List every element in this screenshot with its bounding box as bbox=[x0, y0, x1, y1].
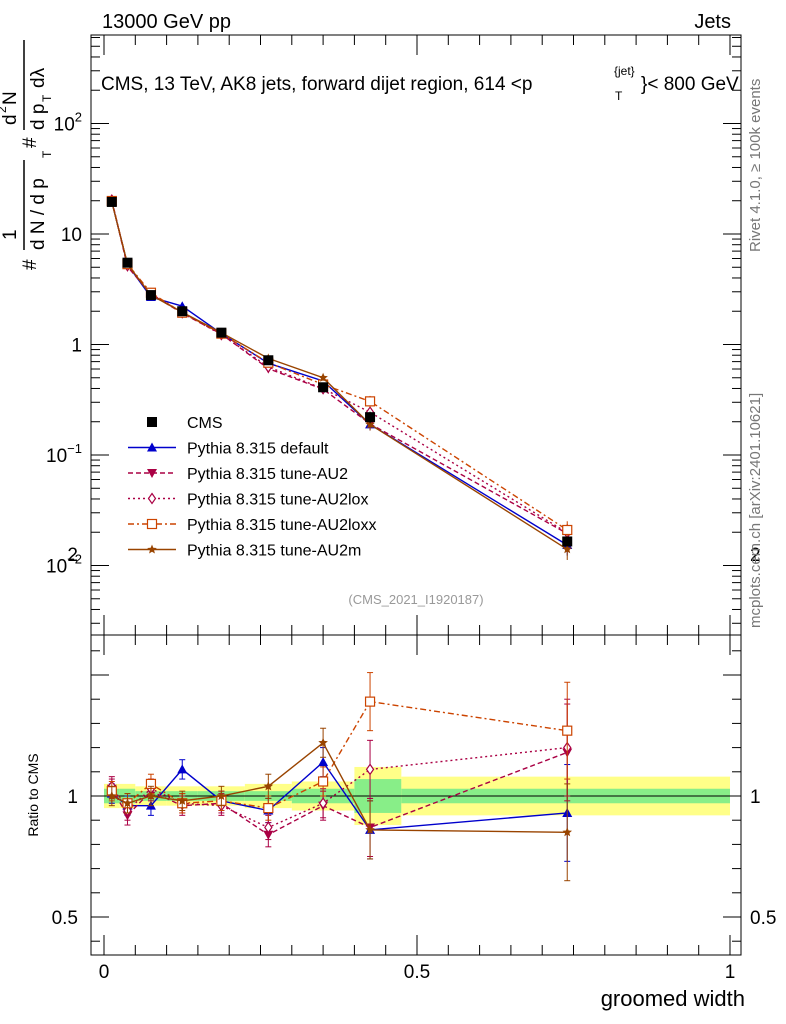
ratio-tick-label-right: 1 bbox=[750, 787, 761, 808]
y-label-hash1: # bbox=[20, 259, 41, 270]
ratio-point bbox=[562, 725, 573, 736]
cms-data-point bbox=[106, 196, 117, 207]
main-point bbox=[364, 396, 376, 407]
y-tick-label: 10 bbox=[61, 225, 82, 246]
y-tick-label: 1 bbox=[71, 336, 82, 357]
ratio-tick-label: 1 bbox=[67, 787, 78, 808]
cms-data-point bbox=[263, 355, 274, 366]
y-axis-label: # 1 d N / d p T # d 2 N d p T dλ bbox=[0, 40, 54, 270]
y-label-num2-sup: 2 bbox=[0, 106, 9, 113]
ratio-point bbox=[318, 776, 329, 787]
cms-data-point bbox=[216, 327, 227, 338]
plot-title: CMS, 13 TeV, AK8 jets, forward dijet reg… bbox=[101, 64, 739, 103]
ratio-point bbox=[177, 795, 187, 805]
header-category: Jets bbox=[694, 11, 731, 33]
y-label-den2-sub: T bbox=[40, 94, 54, 102]
ratio-axis-label: Ratio to CMS bbox=[25, 753, 41, 836]
y-label-hash2: # bbox=[20, 137, 41, 148]
legend-label: Pythia 8.315 tune-AU2m bbox=[187, 543, 361, 560]
cms-data-point bbox=[145, 290, 156, 301]
ratio-point bbox=[263, 781, 274, 791]
y-label-den1-sub: T bbox=[40, 150, 54, 158]
cms-data-point bbox=[365, 412, 376, 423]
x-tick-label: 1 bbox=[725, 962, 736, 983]
ratio-series-group bbox=[106, 672, 573, 882]
plot-title-tail: }< 800 GeV bbox=[641, 74, 739, 95]
ratio-tick-label-right: 2 bbox=[750, 545, 761, 566]
ratio-point bbox=[318, 757, 329, 767]
mcplots-citation-text: mcplots.cern.ch [arXiv:2401.10621] bbox=[747, 393, 764, 628]
cms-data-point bbox=[177, 306, 188, 317]
analysis-tag: (CMS_2021_I1920187) bbox=[348, 592, 483, 607]
y-tick-label: 102 bbox=[54, 110, 82, 136]
y-label-num2a: d bbox=[0, 114, 21, 125]
x-axis-label: groomed width bbox=[601, 986, 745, 1011]
plot-title-sub: T bbox=[615, 89, 623, 103]
y-label-num2b: N bbox=[0, 91, 21, 105]
cms-data-point bbox=[122, 257, 133, 268]
ratio-point bbox=[216, 791, 227, 800]
plot-title-main: CMS, 13 TeV, AK8 jets, forward dijet reg… bbox=[101, 74, 532, 95]
y-label-den2-tail: dλ bbox=[28, 67, 49, 88]
y-tick-label: 10−2 bbox=[46, 552, 82, 578]
ratio-point bbox=[562, 827, 572, 837]
x-tick-label: 0 bbox=[99, 962, 110, 983]
plot-title-sup: {jet} bbox=[614, 64, 635, 78]
x-tick-label: 0.5 bbox=[404, 962, 430, 983]
legend: CMS Pythia 8.315 default Pythia 8.315 tune… bbox=[128, 415, 376, 560]
axis-ticks: 10−2 10−1 1 10 102 0.5 0.5 1 1 2 2 0 0.5 1 bbox=[46, 35, 776, 983]
y-tick-label: 10−1 bbox=[46, 441, 82, 467]
y-label-den1: d N / d p bbox=[28, 178, 49, 250]
ratio-point bbox=[177, 764, 188, 774]
legend-label: Pythia 8.315 tune-AU2lox bbox=[187, 492, 368, 509]
ratio-point bbox=[107, 791, 117, 800]
ratio-tick-label: 0.5 bbox=[52, 908, 78, 929]
legend-marker bbox=[147, 492, 157, 505]
ratio-plot-frame bbox=[90, 634, 742, 956]
cms-data-points bbox=[106, 196, 573, 547]
legend-label: Pythia 8.315 tune-AU2loxx bbox=[187, 517, 376, 534]
y-label-num1: 1 bbox=[0, 229, 21, 240]
ratio-tick-label-right: 0.5 bbox=[750, 908, 776, 929]
cms-data-point bbox=[318, 382, 329, 393]
ratio-point bbox=[364, 696, 376, 707]
main-point bbox=[318, 372, 328, 382]
ratio-point bbox=[318, 797, 328, 810]
legend-label: Pythia 8.315 tune-AU2 bbox=[187, 466, 348, 483]
legend-marker bbox=[147, 544, 157, 554]
ratio-point bbox=[264, 821, 273, 834]
legend-marker bbox=[146, 518, 158, 530]
ratio-point bbox=[146, 791, 156, 800]
series-line-main bbox=[111, 200, 568, 535]
cms-data-point bbox=[562, 536, 573, 547]
ratio-point bbox=[365, 824, 375, 834]
legend-label: Pythia 8.315 default bbox=[187, 441, 329, 458]
y-label-den2: d p bbox=[28, 104, 49, 130]
main-point bbox=[365, 419, 375, 429]
rivet-version-text: Rivet 4.1.0, ≥ 100k events bbox=[747, 79, 764, 252]
ratio-point bbox=[263, 802, 274, 814]
legend-marker-cms bbox=[147, 417, 157, 427]
ratio-point bbox=[318, 737, 328, 747]
ratio-point bbox=[365, 763, 375, 776]
ratio-tick-label: 2 bbox=[67, 545, 78, 566]
legend-marker bbox=[147, 442, 157, 452]
legend-marker bbox=[147, 469, 157, 478]
main-point bbox=[562, 544, 572, 554]
legend-label-cms: CMS bbox=[187, 415, 223, 432]
header-energy: 13000 GeV pp bbox=[102, 11, 231, 33]
main-point bbox=[562, 524, 573, 536]
ratio-point bbox=[122, 798, 133, 808]
